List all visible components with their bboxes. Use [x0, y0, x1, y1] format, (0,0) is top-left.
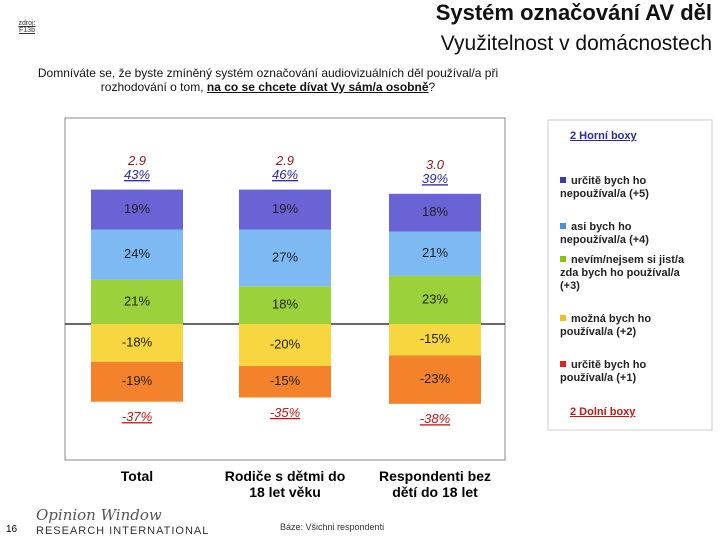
bar-segment	[91, 324, 183, 362]
legend-text: určitě bych ho používal/a (+1)	[560, 359, 647, 384]
value-label: 19%	[272, 201, 298, 216]
value-label: -19%	[122, 373, 153, 388]
bottom-box-label: -37%	[122, 409, 152, 424]
value-label: -18%	[122, 334, 153, 349]
value-label: -15%	[420, 331, 451, 346]
bar-segment	[239, 286, 331, 324]
legend-header: 2 Horní boxy	[570, 130, 637, 142]
legend-frame	[547, 119, 713, 431]
legend-swatch	[560, 361, 566, 367]
value-label: 24%	[124, 246, 150, 261]
bar-segment	[239, 189, 331, 230]
question-text: Domníváte se, že byste zmíněný systém oz…	[37, 66, 499, 94]
mean-label: 3.0	[426, 157, 445, 172]
legend-footer: 2 Dolní boxy	[570, 406, 636, 418]
source: zdroj: F13b	[18, 20, 36, 34]
legend-swatch	[560, 177, 566, 183]
logo-script: Opinion Window	[36, 506, 162, 524]
top-box-label: 43%	[124, 167, 150, 182]
question-emphasis: na co se chcete dívat Vy sám/a osobně	[206, 80, 429, 94]
question: Domníváte se, že byste zmíněný systém oz…	[18, 66, 518, 94]
bar-segment	[91, 361, 183, 402]
bar-segment	[389, 324, 481, 356]
bar-segment	[239, 366, 331, 398]
legend-text: určitě bych ho nepoužíval/a (+5)	[560, 175, 649, 200]
bar-segment	[389, 275, 481, 324]
bar-segment	[239, 324, 331, 366]
legend-swatch	[560, 256, 566, 262]
bottom-box-label: -35%	[270, 405, 300, 420]
top-box-label: 46%	[272, 167, 298, 182]
bar-segment	[91, 229, 183, 280]
value-label: 18%	[422, 204, 448, 219]
x-tick-label: Rodiče s dětmi do 18 let věku	[224, 468, 346, 500]
legend-item: možná bych ho používal/a (+2)	[560, 313, 700, 339]
question-end: ?	[428, 80, 436, 94]
mean-label: 2.9	[127, 153, 146, 168]
value-label: -15%	[270, 373, 301, 388]
value-label: 18%	[272, 297, 298, 312]
subtitle: Využitelnost v domácnostech	[440, 32, 712, 55]
bar-segment	[389, 193, 481, 232]
mean-label: 2.9	[275, 153, 294, 168]
value-label: 27%	[272, 249, 298, 264]
legend-text: možná bych ho používal/a (+2)	[560, 313, 652, 338]
value-label: 19%	[124, 201, 150, 216]
logo-name: RESEARCH INTERNATIONAL	[36, 525, 210, 537]
legend-swatch	[560, 315, 566, 321]
top-box-label: 39%	[422, 171, 448, 186]
bar-segment	[389, 355, 481, 404]
legend-item: určitě bych ho nepoužíval/a (+5)	[560, 175, 700, 201]
value-label: 23%	[422, 291, 448, 306]
value-label: 21%	[422, 245, 448, 260]
bar-segment	[91, 189, 183, 230]
base-note: Báze: Všichni respondenti	[280, 522, 385, 532]
bottom-box-label: -38%	[420, 411, 450, 426]
x-tick-label: Total	[120, 468, 154, 484]
value-label: -23%	[420, 371, 451, 386]
legend-item: nevím/nejsem si jist/a zda bych ho použí…	[560, 254, 700, 293]
bar-segment	[239, 229, 331, 287]
page-number: 16	[6, 524, 18, 535]
bar-segment	[389, 231, 481, 276]
title: Systém označování AV děl	[435, 0, 712, 25]
bar-segment	[91, 279, 183, 324]
legend-text: nevím/nejsem si jist/a zda bych ho použí…	[560, 254, 685, 292]
legend-item: určitě bych ho používal/a (+1)	[560, 359, 700, 385]
value-label: -20%	[270, 336, 301, 351]
legend-item: asi bych ho nepoužíval/a (+4)	[560, 221, 700, 247]
legend-text: asi bych ho nepoužíval/a (+4)	[560, 221, 649, 246]
x-tick-label: Respondenti bez dětí do 18 let	[378, 468, 491, 500]
legend-swatch	[560, 223, 566, 229]
value-label: 21%	[124, 293, 150, 308]
